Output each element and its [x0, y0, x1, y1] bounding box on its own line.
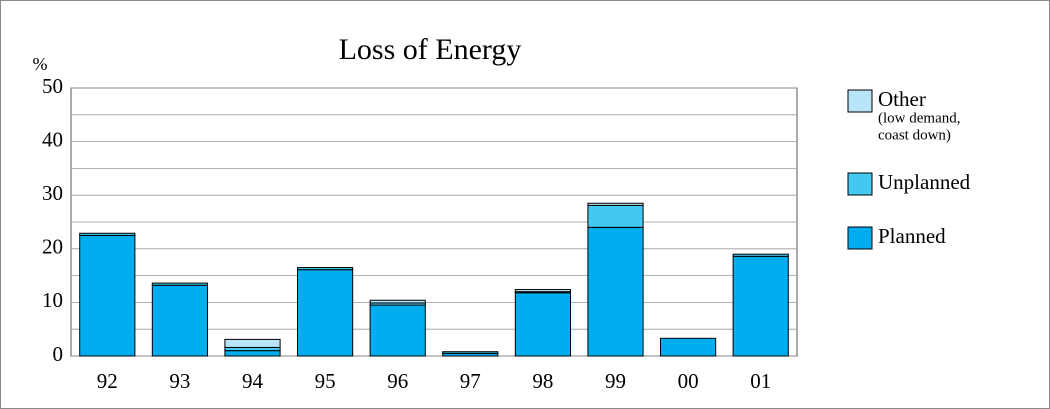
- legend-swatch: [847, 226, 873, 250]
- y-tick-label: 20: [42, 235, 63, 259]
- x-tick-label: 00: [678, 369, 699, 393]
- bar-segment: [79, 234, 136, 357]
- bar-segment: [732, 255, 789, 357]
- x-tick-label: 96: [387, 369, 408, 393]
- legend-note: coast down): [878, 127, 951, 143]
- legend-swatch: [847, 172, 873, 196]
- y-tick-label: 30: [42, 181, 63, 205]
- y-tick-label: 10: [42, 288, 63, 312]
- chart-title: Loss of Energy: [339, 33, 522, 66]
- legend-label: Unplanned: [878, 170, 971, 194]
- y-tick-label: 40: [42, 127, 63, 151]
- y-tick-label: 50: [42, 74, 63, 98]
- legend-swatch: [847, 89, 873, 113]
- bar-segment: [660, 337, 717, 357]
- bar-segment: [369, 304, 426, 357]
- bar-segment: [224, 338, 281, 348]
- y-axis-label: %: [33, 54, 48, 74]
- bar-segment: [151, 282, 208, 286]
- bar-segment: [514, 292, 571, 357]
- bar-segment: [442, 351, 499, 354]
- x-tick-label: 98: [532, 369, 553, 393]
- x-tick-label: 95: [315, 369, 336, 393]
- x-tick-label: 01: [750, 369, 771, 393]
- bar-segment: [587, 226, 644, 357]
- y-tick-label: 0: [53, 342, 64, 366]
- bar-segment: [369, 299, 426, 304]
- x-tick-label: 99: [605, 369, 626, 393]
- bar-segment: [297, 269, 354, 357]
- bar-segment: [587, 204, 644, 228]
- bar-segment: [297, 267, 354, 271]
- x-tick-label: 97: [460, 369, 481, 393]
- legend-label: Planned: [878, 224, 946, 248]
- legend-label: Other: [878, 87, 926, 111]
- x-tick-label: 94: [242, 369, 264, 393]
- bar-segment: [587, 202, 644, 206]
- bar-segment: [79, 232, 136, 236]
- legend-note: (low demand,: [878, 110, 960, 126]
- bar-segment: [732, 253, 789, 257]
- x-tick-label: 93: [169, 369, 190, 393]
- bar-segment: [224, 350, 281, 357]
- bar-segment: [514, 289, 571, 293]
- x-tick-label: 92: [97, 369, 118, 393]
- bar-segment: [151, 284, 208, 357]
